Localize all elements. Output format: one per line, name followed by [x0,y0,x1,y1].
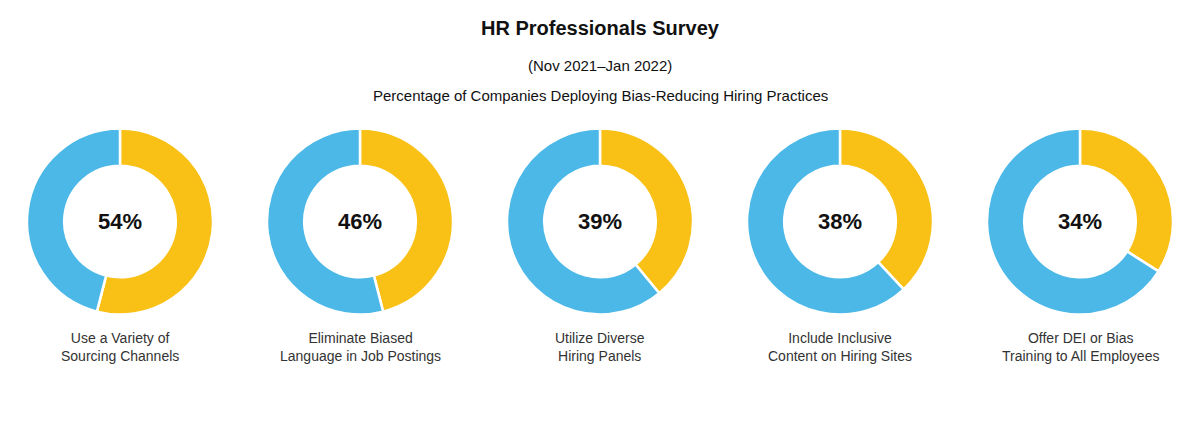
svg-text:Utilize DiverseHiring Panels: Utilize DiverseHiring Panels [555,330,645,364]
svg-text:38%: 38% [818,209,862,234]
svg-text:Use a Variety ofSourcing Chann: Use a Variety ofSourcing Channels [61,330,179,364]
svg-text:Percentage of Companies Deploy: Percentage of Companies Deploying Bias-R… [373,87,828,104]
svg-text:54%: 54% [98,209,142,234]
svg-text:Offer DEI or BiasTraining to A: Offer DEI or BiasTraining to All Employe… [1002,330,1159,364]
svg-text:34%: 34% [1058,209,1102,234]
svg-text:Include InclusiveContent on Hi: Include InclusiveContent on Hiring Sites [768,330,912,364]
svg-text:(Nov 2021–Jan 2022): (Nov 2021–Jan 2022) [528,57,672,74]
svg-text:46%: 46% [338,209,382,234]
svg-text:39%: 39% [578,209,622,234]
svg-text:HR Professionals Survey: HR Professionals Survey [481,17,720,39]
svg-text:Eliminate BiasedLanguage in Jo: Eliminate BiasedLanguage in Job Postings [280,330,441,364]
